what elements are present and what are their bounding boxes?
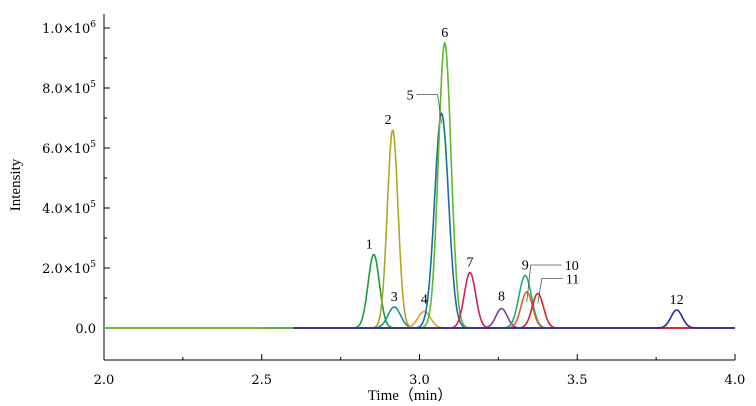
y-tick-label: 0.0 (75, 322, 96, 337)
peak-label-1: 1 (366, 238, 373, 253)
y-tick-label: 6.0×105 (42, 140, 96, 157)
peak-label-7: 7 (466, 256, 473, 271)
x-tick-label: 3.5 (567, 373, 588, 388)
y-tick-label: 1.0×106 (42, 20, 96, 37)
peak-label-leader (416, 94, 442, 124)
peak-label-5: 5 (407, 89, 414, 104)
x-tick-label: 2.0 (94, 373, 115, 388)
y-tick-label: 4.0×105 (42, 200, 96, 217)
x-tick-label: 3.0 (409, 373, 430, 388)
y-tick-label: 8.0×105 (42, 80, 96, 97)
series-line-2 (104, 129, 735, 329)
peak-label-3: 3 (391, 290, 398, 305)
peak-label-12: 12 (670, 293, 684, 308)
x-tick-label: 2.5 (251, 373, 272, 388)
peak-label-2: 2 (385, 113, 392, 128)
peak-label-6: 6 (441, 26, 448, 41)
peak-label-10: 10 (565, 259, 579, 274)
x-tick-label: 4.0 (725, 373, 746, 388)
series-group (104, 41, 735, 329)
peak-label-11: 11 (566, 273, 579, 288)
peak-label-4: 4 (421, 293, 428, 308)
x-axis-title: Time（min） (368, 387, 452, 404)
y-tick-label: 2.0×105 (42, 260, 96, 277)
axes (103, 14, 735, 361)
y-axis-title: Intensity (8, 158, 24, 211)
series-line-6 (104, 41, 735, 329)
series-line-12 (293, 309, 735, 329)
peak-label-leader (526, 264, 562, 303)
peak-label-8: 8 (498, 290, 505, 305)
ticks: 2.0 2.5 3.0 3.5 4.0 0.0 2.0×105 4.0×105 6.0×105 8… (42, 20, 745, 388)
peak-label-leader (537, 278, 563, 304)
peak-label-9: 9 (522, 259, 529, 274)
